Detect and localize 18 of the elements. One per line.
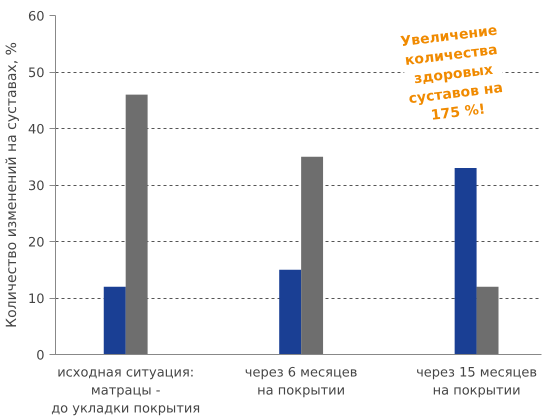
x-tick-label: через 15 месяцев на покрытии	[416, 366, 538, 398]
bar	[126, 94, 148, 354]
y-tick-label: 20	[28, 236, 45, 250]
y-tick-label: 50	[28, 66, 45, 81]
y-tick-label: 10	[28, 292, 45, 307]
bar	[454, 168, 477, 354]
bar	[476, 286, 499, 354]
y-tick-label: 30	[28, 179, 45, 194]
y-axis-title: Количество изменений на суставах, %	[4, 42, 20, 328]
annotation: Увеличение количества здоровых суставов на 175 %!	[400, 22, 504, 124]
x-tick-label: исходная ситуация: матрацы - до укладки покрытия	[51, 366, 200, 416]
bar	[279, 270, 302, 354]
y-tick-label: 60	[28, 10, 45, 24]
bar	[301, 156, 324, 354]
bar	[104, 286, 126, 354]
x-tick-label: через 6 месяцев на покрытии	[244, 366, 358, 398]
y-tick-label: 0	[36, 348, 45, 364]
y-tick-label: 40	[28, 122, 45, 138]
